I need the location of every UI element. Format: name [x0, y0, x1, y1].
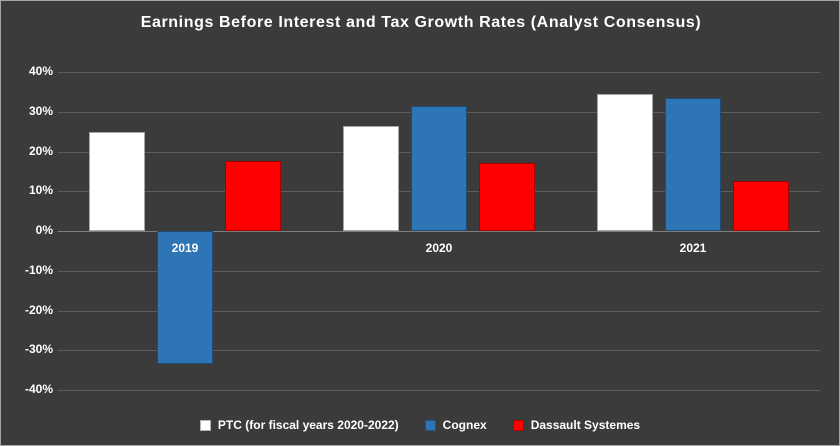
chart-title: Earnings Before Interest and Tax Growth … [140, 14, 702, 31]
bar-ptc-2021 [597, 93, 653, 231]
bar-dassault-2021 [733, 181, 789, 231]
legend-label: Cognex [442, 418, 487, 432]
bar-cognex-2019 [157, 231, 213, 365]
gridline [58, 350, 820, 352]
gridline [58, 72, 820, 73]
x-tick-label-2020: 2020 [425, 241, 453, 255]
y-tick-label: -30% [24, 342, 53, 357]
y-tick-label: 30% [28, 103, 53, 118]
y-tick-label: 40% [28, 64, 53, 78]
y-tick-label: -10% [24, 262, 53, 277]
bar-dassault-2020 [479, 163, 535, 231]
zero-axis-line [58, 231, 820, 232]
legend-item-dassault: Dassault Systemes [512, 418, 641, 432]
legend-item-cognex: Cognex [424, 418, 487, 432]
plot-area: 2019 2020 2021 [58, 72, 820, 391]
bar-ptc-2020 [343, 125, 399, 231]
legend: PTC (for fiscal years 2020-2022) Cognex Da… [1, 418, 839, 432]
bar-dassault-2019 [225, 161, 281, 231]
legend-swatch-ptc [199, 419, 211, 431]
legend-swatch-dassault [512, 419, 524, 431]
gridline [58, 270, 820, 272]
legend-swatch-cognex [424, 419, 436, 431]
legend-item-ptc: PTC (for fiscal years 2020-2022) [199, 418, 399, 432]
y-tick-label: 0% [35, 223, 53, 237]
bar-cognex-2021 [665, 97, 721, 231]
bar-ptc-2019 [89, 131, 145, 231]
legend-label: PTC (for fiscal years 2020-2022) [217, 418, 399, 432]
x-tick-label-2021: 2021 [679, 241, 707, 255]
gridline [58, 310, 820, 312]
y-tick-label: -40% [24, 382, 53, 396]
y-tick-label: -20% [24, 302, 53, 317]
x-tick-label-2019: 2019 [171, 241, 199, 255]
bar-cognex-2020 [411, 105, 467, 231]
gridline [58, 390, 820, 391]
y-tick-label: 20% [28, 143, 53, 158]
legend-label: Dassault Systemes [530, 418, 641, 432]
y-tick-label: 10% [28, 183, 53, 198]
